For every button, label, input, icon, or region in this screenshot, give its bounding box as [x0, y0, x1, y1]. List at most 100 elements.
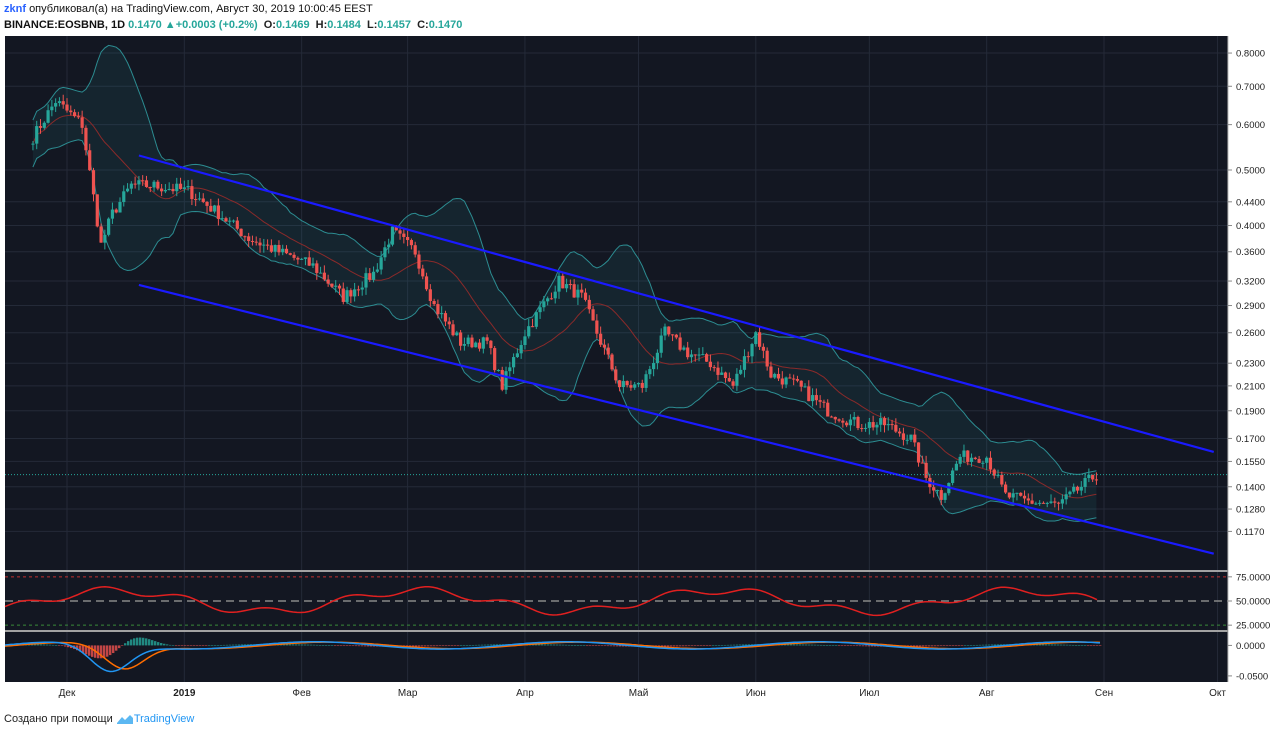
macd-histogram-bar [859, 645, 862, 647]
rsi-tick-label: 75.0000 [1236, 572, 1270, 583]
candle-body [318, 272, 323, 274]
candle [481, 336, 485, 354]
candle [269, 239, 273, 253]
macd-histogram-bar [1036, 644, 1039, 646]
author-name[interactable]: zknf [4, 3, 26, 15]
candle [205, 201, 209, 214]
macd-histogram-bar [1066, 644, 1069, 646]
candle-body [549, 298, 554, 300]
candle-body [296, 257, 300, 260]
candle-body [209, 205, 213, 212]
candle [171, 183, 175, 195]
symbol-line: BINANCE:EOSBNB, 1D 0.1470 ▲+0.0003 (+0.2… [4, 19, 462, 31]
candle [190, 179, 194, 206]
candle-body [958, 456, 962, 464]
candle-body [1094, 479, 1099, 481]
chart-canvas[interactable]: Дек 2019 Фев Мар Апр Май Июн Июл Авг Сен Окт0.8000… [0, 36, 1280, 706]
candle [163, 184, 168, 194]
candle [901, 427, 906, 446]
candle [330, 283, 334, 289]
candle [886, 417, 890, 431]
candle [969, 453, 974, 467]
candle-body [1022, 495, 1027, 499]
macd-histogram-bar [1093, 645, 1096, 647]
y-tick-label: 0.4000 [1236, 221, 1265, 232]
macd-histogram-bar [481, 644, 484, 646]
candle-body [807, 386, 811, 402]
candle [992, 468, 996, 479]
candle-body [216, 205, 220, 219]
candle-body [898, 431, 902, 434]
macd-histogram-bar [1096, 645, 1099, 647]
candle-body [383, 247, 387, 258]
candle-body [614, 369, 618, 381]
candle-body [788, 377, 792, 379]
candle-body [863, 427, 868, 429]
macd-histogram-bar [745, 644, 748, 646]
candle [103, 229, 107, 250]
macd-histogram-bar [229, 644, 232, 646]
candle [1041, 501, 1046, 504]
candle [564, 278, 569, 293]
macd-histogram-bar [286, 644, 289, 646]
candle-body [818, 400, 822, 402]
candle-body [754, 332, 758, 345]
candle [178, 177, 183, 190]
candle [966, 450, 970, 466]
candle-body [875, 424, 879, 428]
candle-body [247, 236, 251, 241]
candle [356, 285, 361, 297]
high-value: 0.1484 [327, 19, 361, 31]
candle [754, 331, 758, 347]
x-tick-label: Мар [398, 688, 418, 699]
candle-body [633, 384, 637, 388]
macd-histogram-bar [373, 645, 376, 647]
symbol-name[interactable]: BINANCE:EOSBNB, 1D [4, 19, 126, 31]
macd-histogram-bar [322, 645, 325, 646]
candle-body [167, 188, 171, 191]
last-price: 0.1470 [128, 19, 162, 31]
candle [663, 323, 667, 341]
candle-body [277, 245, 281, 253]
candle-body [364, 273, 368, 288]
candle [1056, 501, 1061, 511]
candle [875, 422, 879, 435]
candle [432, 298, 436, 306]
open-value: 0.1469 [275, 19, 310, 31]
candle [958, 453, 962, 467]
macd-histogram-bar [955, 645, 958, 647]
candle-body [693, 354, 697, 356]
macd-histogram-bar [676, 645, 679, 647]
candle-body [1038, 502, 1042, 504]
macd-histogram-bar [244, 644, 247, 646]
candle [602, 339, 607, 355]
macd-histogram-bar [43, 644, 46, 646]
candle-body [557, 275, 561, 292]
macd-histogram-bar [79, 645, 82, 652]
candle [235, 216, 239, 231]
macd-histogram-bar [994, 644, 997, 646]
candle-body [57, 101, 62, 104]
candle [152, 180, 156, 192]
candle-body [1019, 492, 1023, 496]
macd-histogram-bar [574, 645, 577, 646]
macd-histogram-bar [133, 638, 136, 646]
y-tick-label: 0.2300 [1236, 359, 1265, 370]
macd-histogram-bar [190, 645, 193, 647]
macd-histogram-bar [571, 645, 574, 646]
candle-body [985, 457, 989, 463]
brand-name[interactable]: TradingView [133, 713, 195, 725]
candle [1083, 473, 1087, 494]
candle-body [326, 279, 330, 284]
candle [742, 349, 747, 378]
candle-body [988, 457, 993, 470]
candle [428, 284, 432, 307]
candle [504, 366, 508, 395]
macd-histogram-bar [622, 645, 625, 647]
macd-histogram-bar [616, 645, 619, 647]
candle-body [224, 218, 228, 222]
candle-body [341, 288, 345, 302]
candle-body [171, 188, 175, 192]
macd-histogram-bar [55, 645, 58, 646]
candle [916, 442, 921, 467]
